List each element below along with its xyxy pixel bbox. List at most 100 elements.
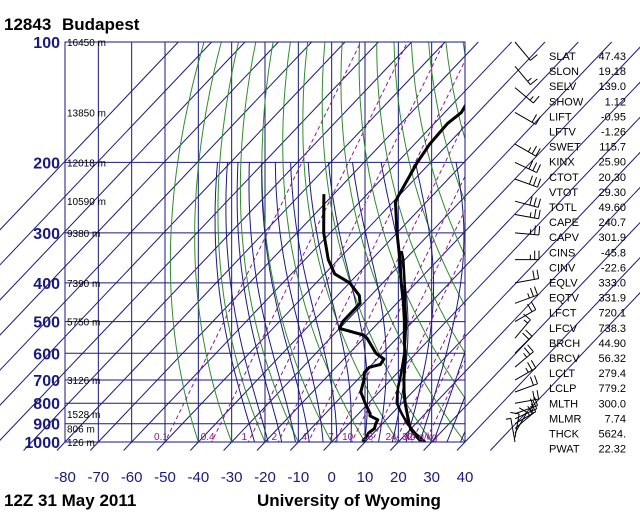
barb-staff	[514, 112, 537, 125]
dry-adiabat	[239, 42, 299, 442]
mixing-ratio-label: 40 g/kg	[405, 432, 438, 443]
plot-frame	[64, 41, 466, 443]
isotherm	[223, 41, 613, 451]
barb-flag	[534, 225, 536, 235]
index-name: TOTL	[549, 202, 577, 214]
index-name: CAPV	[549, 232, 580, 244]
height-label: 5750 m	[67, 318, 100, 329]
isotherm	[0, 41, 213, 266]
wind-barb	[514, 301, 537, 323]
index-name: THCK	[549, 429, 580, 441]
barb-flag	[536, 269, 540, 279]
mixing-ratio-label: 2	[272, 432, 278, 443]
barb-staff	[514, 413, 520, 438]
wind-barbs	[505, 41, 542, 443]
mixing-ratio-line	[411, 331, 465, 442]
index-value: 720.1	[598, 308, 626, 320]
barb-flag	[527, 77, 532, 82]
wind-barb	[514, 313, 531, 339]
index-name: SLAT	[549, 51, 576, 63]
index-value: 7.74	[605, 413, 626, 425]
index-name: LCLP	[549, 383, 577, 395]
pressure-tick-label: 200	[33, 155, 60, 172]
index-name: EQTV	[549, 293, 580, 305]
barb-flag	[528, 175, 533, 185]
barb-staff	[514, 335, 533, 354]
index-value: 279.4	[598, 368, 626, 380]
moist-adiabats	[214, 162, 465, 442]
barb-flag	[523, 313, 531, 321]
index-name: PWAT	[549, 444, 580, 456]
barb-flag	[537, 178, 542, 188]
dry-adiabat	[410, 42, 465, 258]
barb-flag	[529, 196, 533, 206]
pressure-tick-label: 900	[33, 417, 60, 434]
barb-flag	[527, 303, 533, 312]
index-value: -22.6	[601, 262, 626, 274]
isotherm	[56, 41, 446, 451]
index-value: 333.0	[598, 278, 626, 290]
index-value: 1.12	[605, 96, 626, 108]
wind-barb	[514, 209, 541, 220]
moist-adiabat	[225, 162, 269, 442]
temperature-tick-label: -20	[254, 469, 276, 486]
index-value: 49.60	[598, 202, 626, 214]
barb-flag	[530, 78, 538, 86]
wind-barb	[514, 143, 541, 157]
isotherm	[489, 292, 640, 451]
barb-staff	[514, 200, 539, 208]
sounding-datetime: 12Z 31 May 2011	[4, 491, 136, 510]
isotherm	[0, 41, 179, 231]
wind-barb	[514, 286, 539, 304]
mixing-ratio-label: 16	[362, 432, 374, 443]
index-value: 139.0	[598, 81, 626, 93]
moist-adiabat	[290, 162, 338, 442]
barb-flag	[531, 145, 537, 155]
index-name: BRCV	[549, 353, 580, 365]
index-name: LIFT	[549, 111, 572, 123]
barb-flag	[525, 329, 533, 337]
pressure-tick-label: 400	[33, 276, 60, 293]
mixing-ratio-label: 10	[342, 432, 354, 443]
barb-flag	[523, 347, 531, 355]
barb-staff	[514, 161, 537, 174]
barb-staff	[514, 143, 537, 157]
dry-adiabat	[376, 42, 465, 354]
height-label: 13850 m	[67, 108, 106, 119]
index-value: 5624.	[598, 429, 626, 441]
wind-barb	[514, 65, 538, 86]
mixing-ratio-line	[211, 42, 408, 442]
barb-staff	[514, 412, 528, 434]
index-value: 300.0	[598, 398, 626, 410]
height-label: 7390 m	[67, 279, 100, 290]
barb-flag	[536, 390, 540, 400]
isotherm	[289, 81, 640, 451]
wind-barb	[514, 196, 541, 208]
height-label: 1528 m	[67, 410, 100, 421]
barb-flag	[530, 359, 537, 369]
index-value: 738.3	[598, 323, 626, 335]
mixing-ratio-line	[307, 120, 465, 442]
station-name: Budapest	[62, 15, 140, 34]
pressure-tick-label: 1000	[24, 435, 60, 452]
wind-barb	[514, 41, 538, 61]
barb-staff	[514, 383, 538, 393]
wind-barb	[514, 175, 542, 188]
height-label: 12018 m	[67, 158, 106, 169]
barb-flag	[534, 375, 539, 384]
moist-adiabat	[446, 395, 465, 442]
plot-grid	[0, 41, 640, 451]
wind-barb	[514, 344, 534, 368]
moist-adiabat	[307, 162, 352, 442]
index-value: 301.9	[598, 232, 626, 244]
mixing-ratio-label: 24	[385, 432, 397, 443]
index-name: SHOW	[549, 96, 584, 108]
barb-flag	[523, 353, 528, 358]
barb-flag	[532, 270, 535, 280]
index-name: BRCH	[549, 338, 580, 350]
barb-flag	[530, 403, 537, 412]
height-label: 10590 m	[67, 197, 106, 208]
barb-flag	[529, 212, 532, 218]
dewpoint-trace	[322, 194, 386, 442]
mixing-ratio-line	[394, 297, 465, 442]
